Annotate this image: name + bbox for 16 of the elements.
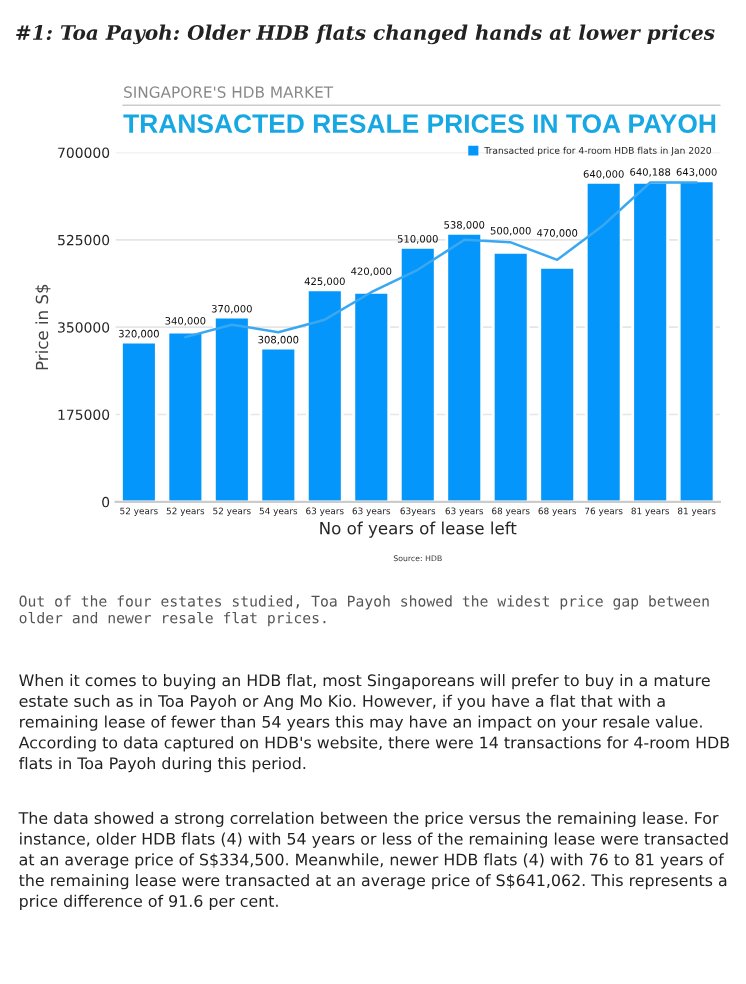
bar [305,288,344,502]
bar [213,315,251,502]
bar [631,180,669,502]
y-axis-title: Price in S$ [35,284,51,370]
bar [538,265,577,502]
bar [491,250,530,502]
bar [166,330,205,502]
bar [259,346,298,502]
bar [120,340,158,502]
chart-title: #1: Toa Payoh: Older HDB flats changed hands at lower prices [16,24,715,45]
bar [445,231,484,502]
bar [584,181,623,502]
bar [352,290,391,502]
bar [398,245,437,502]
bar [677,179,716,502]
x-axis-title: No of years of lease left [320,521,517,538]
